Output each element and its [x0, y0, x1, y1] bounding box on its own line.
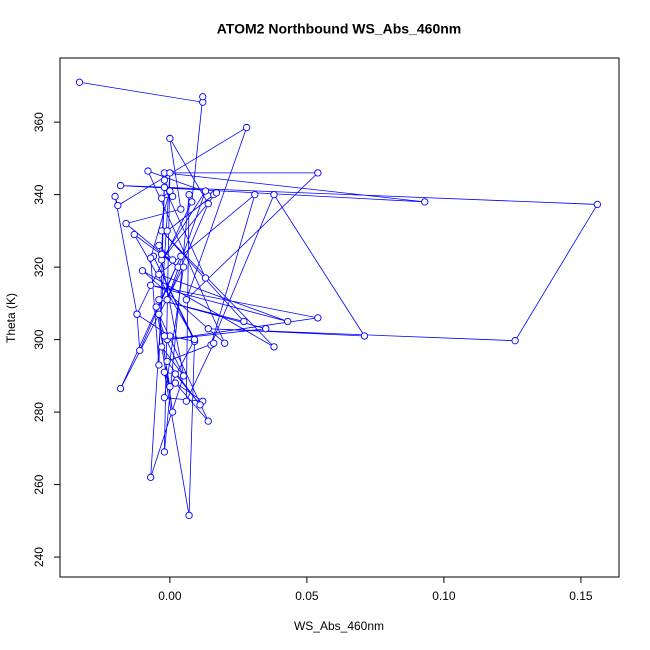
plot-frame [59, 57, 620, 578]
data-point [593, 200, 602, 209]
y-tick-label: 240 [32, 547, 46, 567]
data-point [284, 317, 292, 326]
data-point [314, 314, 322, 322]
data-point [204, 325, 212, 333]
y-axis-label: Theta (K) [4, 293, 18, 343]
data-point [179, 372, 188, 380]
data-point [163, 357, 171, 366]
data-point [160, 448, 169, 456]
data-point [262, 325, 270, 333]
x-tick-label: 0.15 [569, 589, 593, 603]
data-point [136, 346, 144, 355]
data-point [511, 337, 519, 345]
data-point [158, 194, 166, 202]
data-point [133, 310, 141, 318]
data-point [270, 190, 278, 199]
data-point [185, 511, 193, 520]
data-point [190, 335, 199, 344]
y-tick-label: 320 [32, 257, 46, 277]
data-point [160, 332, 169, 340]
data-point [138, 267, 147, 275]
data-point [158, 250, 166, 259]
data-point [130, 230, 138, 239]
data-point [177, 205, 185, 213]
data-point [155, 296, 163, 304]
data-point [182, 296, 190, 304]
data-point [421, 198, 429, 206]
x-axis-label: WS_Abs_460nm [294, 619, 384, 633]
data-point [182, 397, 190, 405]
data-point [75, 78, 84, 86]
data-point [147, 254, 155, 262]
data-point [160, 393, 169, 402]
data-point [158, 343, 166, 351]
y-tick-label: 340 [32, 184, 46, 204]
data-point [111, 192, 119, 201]
data-point [155, 270, 163, 279]
y-tick-label: 360 [32, 112, 46, 132]
data-point [360, 332, 369, 340]
data-point [210, 339, 218, 347]
data-point [201, 274, 210, 282]
data-point [160, 183, 169, 192]
data-point [196, 401, 204, 409]
x-tick-label: 0.05 [295, 589, 319, 603]
data-point [188, 198, 196, 206]
data-point [240, 317, 248, 326]
data-point [155, 310, 163, 318]
chart-title: ATOM2 Northbound WS_Abs_460nm [217, 21, 462, 37]
data-point [166, 383, 174, 391]
data-point [185, 190, 193, 199]
data-point [201, 187, 210, 195]
data-point [163, 296, 171, 304]
data-point [163, 227, 171, 235]
data-point [160, 176, 169, 184]
data-point [204, 417, 212, 425]
data-point [251, 190, 259, 199]
data-point [168, 408, 177, 416]
data-point [212, 189, 221, 197]
data-point [160, 368, 169, 376]
data-point [177, 252, 185, 260]
data-point [168, 256, 177, 264]
data-point [270, 343, 278, 351]
data-point [114, 201, 122, 210]
x-tick-label: 0.00 [158, 589, 182, 603]
data-point [171, 379, 180, 387]
data-point [152, 303, 160, 311]
data-point [122, 219, 130, 228]
data-point [144, 167, 152, 175]
data-point [314, 169, 322, 177]
data-point [155, 241, 163, 250]
data-point [221, 339, 229, 347]
data-point [171, 370, 180, 378]
y-tick-label: 300 [32, 329, 46, 349]
data-point [242, 123, 251, 132]
data-point [166, 134, 174, 143]
data-point [155, 361, 163, 369]
x-tick-label: 0.10 [432, 589, 456, 603]
data-point [166, 169, 174, 177]
data-point [179, 263, 188, 271]
data-point [204, 200, 212, 208]
y-tick-label: 280 [32, 402, 46, 422]
data-point [147, 281, 155, 289]
data-point [166, 187, 174, 195]
y-tick-label: 260 [32, 474, 46, 494]
data-point [199, 93, 207, 101]
data-point [116, 384, 125, 393]
data-point [116, 181, 125, 190]
data-point [147, 473, 155, 481]
